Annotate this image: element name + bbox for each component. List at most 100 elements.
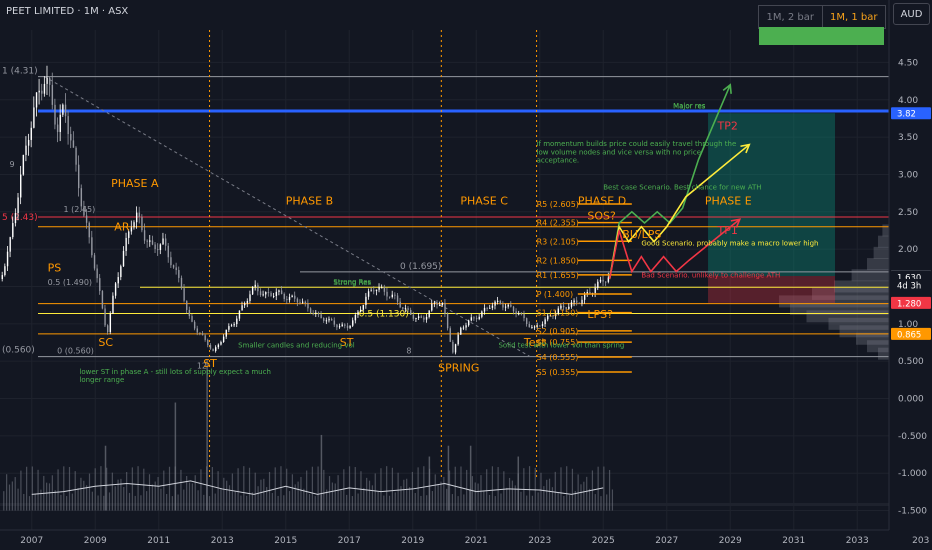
candle-body bbox=[344, 324, 346, 326]
candle-body bbox=[33, 107, 35, 128]
candle-body bbox=[273, 295, 275, 297]
annotation-text: Smaller candles and reducing vol bbox=[238, 342, 355, 350]
volume-bar bbox=[48, 483, 51, 511]
candle-body bbox=[201, 333, 204, 336]
candle-body bbox=[483, 307, 486, 312]
scenario-path bbox=[608, 143, 750, 280]
volume-average bbox=[31, 480, 604, 495]
volume-bar bbox=[414, 493, 416, 511]
candle-body bbox=[88, 222, 90, 238]
candle-body bbox=[489, 307, 491, 309]
volume-bar bbox=[160, 488, 162, 511]
candle-body bbox=[67, 116, 69, 135]
candle-body bbox=[428, 310, 430, 317]
candle-body bbox=[383, 287, 386, 292]
volume-bar bbox=[308, 494, 311, 511]
candle-body bbox=[170, 257, 172, 266]
volume-bar bbox=[200, 469, 202, 511]
volume-bar bbox=[100, 466, 102, 511]
candle-body bbox=[186, 300, 188, 310]
volume-bar bbox=[60, 494, 62, 511]
interval-button-2-bar[interactable]: 1M, 2 bar bbox=[759, 6, 822, 28]
volume-bar bbox=[540, 472, 542, 511]
volume-spike bbox=[174, 402, 177, 511]
candle-body bbox=[391, 294, 394, 297]
volume-bar bbox=[331, 482, 333, 511]
volume-bar bbox=[77, 488, 79, 511]
candle-body bbox=[135, 212, 138, 223]
fib-label: 12 bbox=[197, 362, 207, 371]
candle-body bbox=[249, 294, 251, 301]
volume-bar bbox=[514, 485, 516, 511]
pivot-label: R4 (2.355) bbox=[537, 219, 579, 228]
volume-bar bbox=[506, 487, 508, 511]
candle-body bbox=[568, 306, 570, 309]
symbol-title[interactable]: PEET LIMITED · 1M · ASX bbox=[6, 6, 129, 17]
time-axis[interactable]: 2007 2009 2011 2013 2015 2017 2019 2021 2023 2025… bbox=[20, 536, 929, 546]
volume-bar bbox=[586, 476, 588, 511]
candle-body bbox=[338, 326, 341, 328]
price-tick: 3.50 bbox=[898, 133, 918, 143]
time-tick: 2007 bbox=[20, 536, 43, 546]
volume-spike bbox=[206, 359, 208, 511]
candle-body bbox=[22, 154, 25, 175]
volume-bar bbox=[237, 468, 239, 511]
volume-bar bbox=[8, 484, 11, 511]
candle-body bbox=[420, 316, 422, 318]
volume-bar bbox=[143, 468, 145, 511]
candle-body bbox=[299, 302, 301, 304]
candle-body bbox=[157, 249, 159, 251]
candle-body bbox=[499, 300, 502, 305]
price-badge-label: 0.865 bbox=[897, 330, 921, 340]
candle-body bbox=[167, 245, 170, 258]
candle-body bbox=[175, 267, 177, 271]
candle-body bbox=[586, 292, 589, 295]
candle-body bbox=[576, 300, 578, 303]
interval-button-1-bar[interactable]: 1M, 1 bar bbox=[821, 6, 885, 28]
price-badge bbox=[891, 278, 931, 291]
volume-bar bbox=[220, 487, 222, 511]
candles bbox=[1, 65, 610, 355]
candle-body bbox=[244, 303, 246, 306]
candle-body bbox=[512, 306, 515, 312]
volume-bar bbox=[197, 490, 199, 511]
volume-bar bbox=[474, 482, 476, 511]
annotation-text: low volume nodes and vice versa with no … bbox=[537, 148, 701, 156]
volume-bar bbox=[146, 491, 148, 511]
candle-body bbox=[228, 326, 230, 330]
profile-bar bbox=[867, 340, 889, 353]
candle-body bbox=[183, 288, 185, 301]
candle-body bbox=[446, 313, 449, 329]
volume-bar bbox=[503, 471, 505, 511]
volume-bar bbox=[188, 482, 191, 511]
price-tick: 0.500 bbox=[898, 357, 924, 367]
interval-toggle[interactable]: 1M, 2 bar 1M, 1 bar bbox=[758, 5, 886, 29]
volume-bar bbox=[574, 490, 576, 511]
phase-label: PHASE B bbox=[286, 194, 333, 207]
volume-bar bbox=[420, 495, 422, 511]
volume-bar bbox=[411, 471, 413, 511]
candle-body bbox=[180, 277, 183, 289]
volume-bar bbox=[28, 496, 31, 511]
candle-body bbox=[9, 237, 11, 252]
currency-button[interactable]: AUD bbox=[893, 3, 930, 25]
volume-bar bbox=[186, 475, 188, 511]
time-tick: 2023 bbox=[528, 536, 551, 546]
candle-body bbox=[557, 308, 560, 314]
scenario-paths bbox=[608, 83, 751, 280]
candle-body bbox=[270, 292, 272, 297]
candle-body bbox=[104, 308, 106, 326]
scenario-path bbox=[608, 218, 741, 280]
candle-body bbox=[233, 324, 235, 326]
candle-body bbox=[46, 77, 48, 84]
price-tick: -1.500 bbox=[898, 507, 927, 517]
volume-bar bbox=[231, 473, 233, 511]
volume-bar bbox=[40, 489, 42, 511]
volume-bar bbox=[134, 495, 136, 511]
price-axis[interactable]: 4.504.003.503.002.502.001.501.000.5000.0… bbox=[888, 0, 932, 550]
candle-body bbox=[333, 320, 336, 325]
annotation-text: lower ST in phase A - still lots of supp… bbox=[79, 368, 271, 376]
volume-bar bbox=[563, 495, 565, 511]
